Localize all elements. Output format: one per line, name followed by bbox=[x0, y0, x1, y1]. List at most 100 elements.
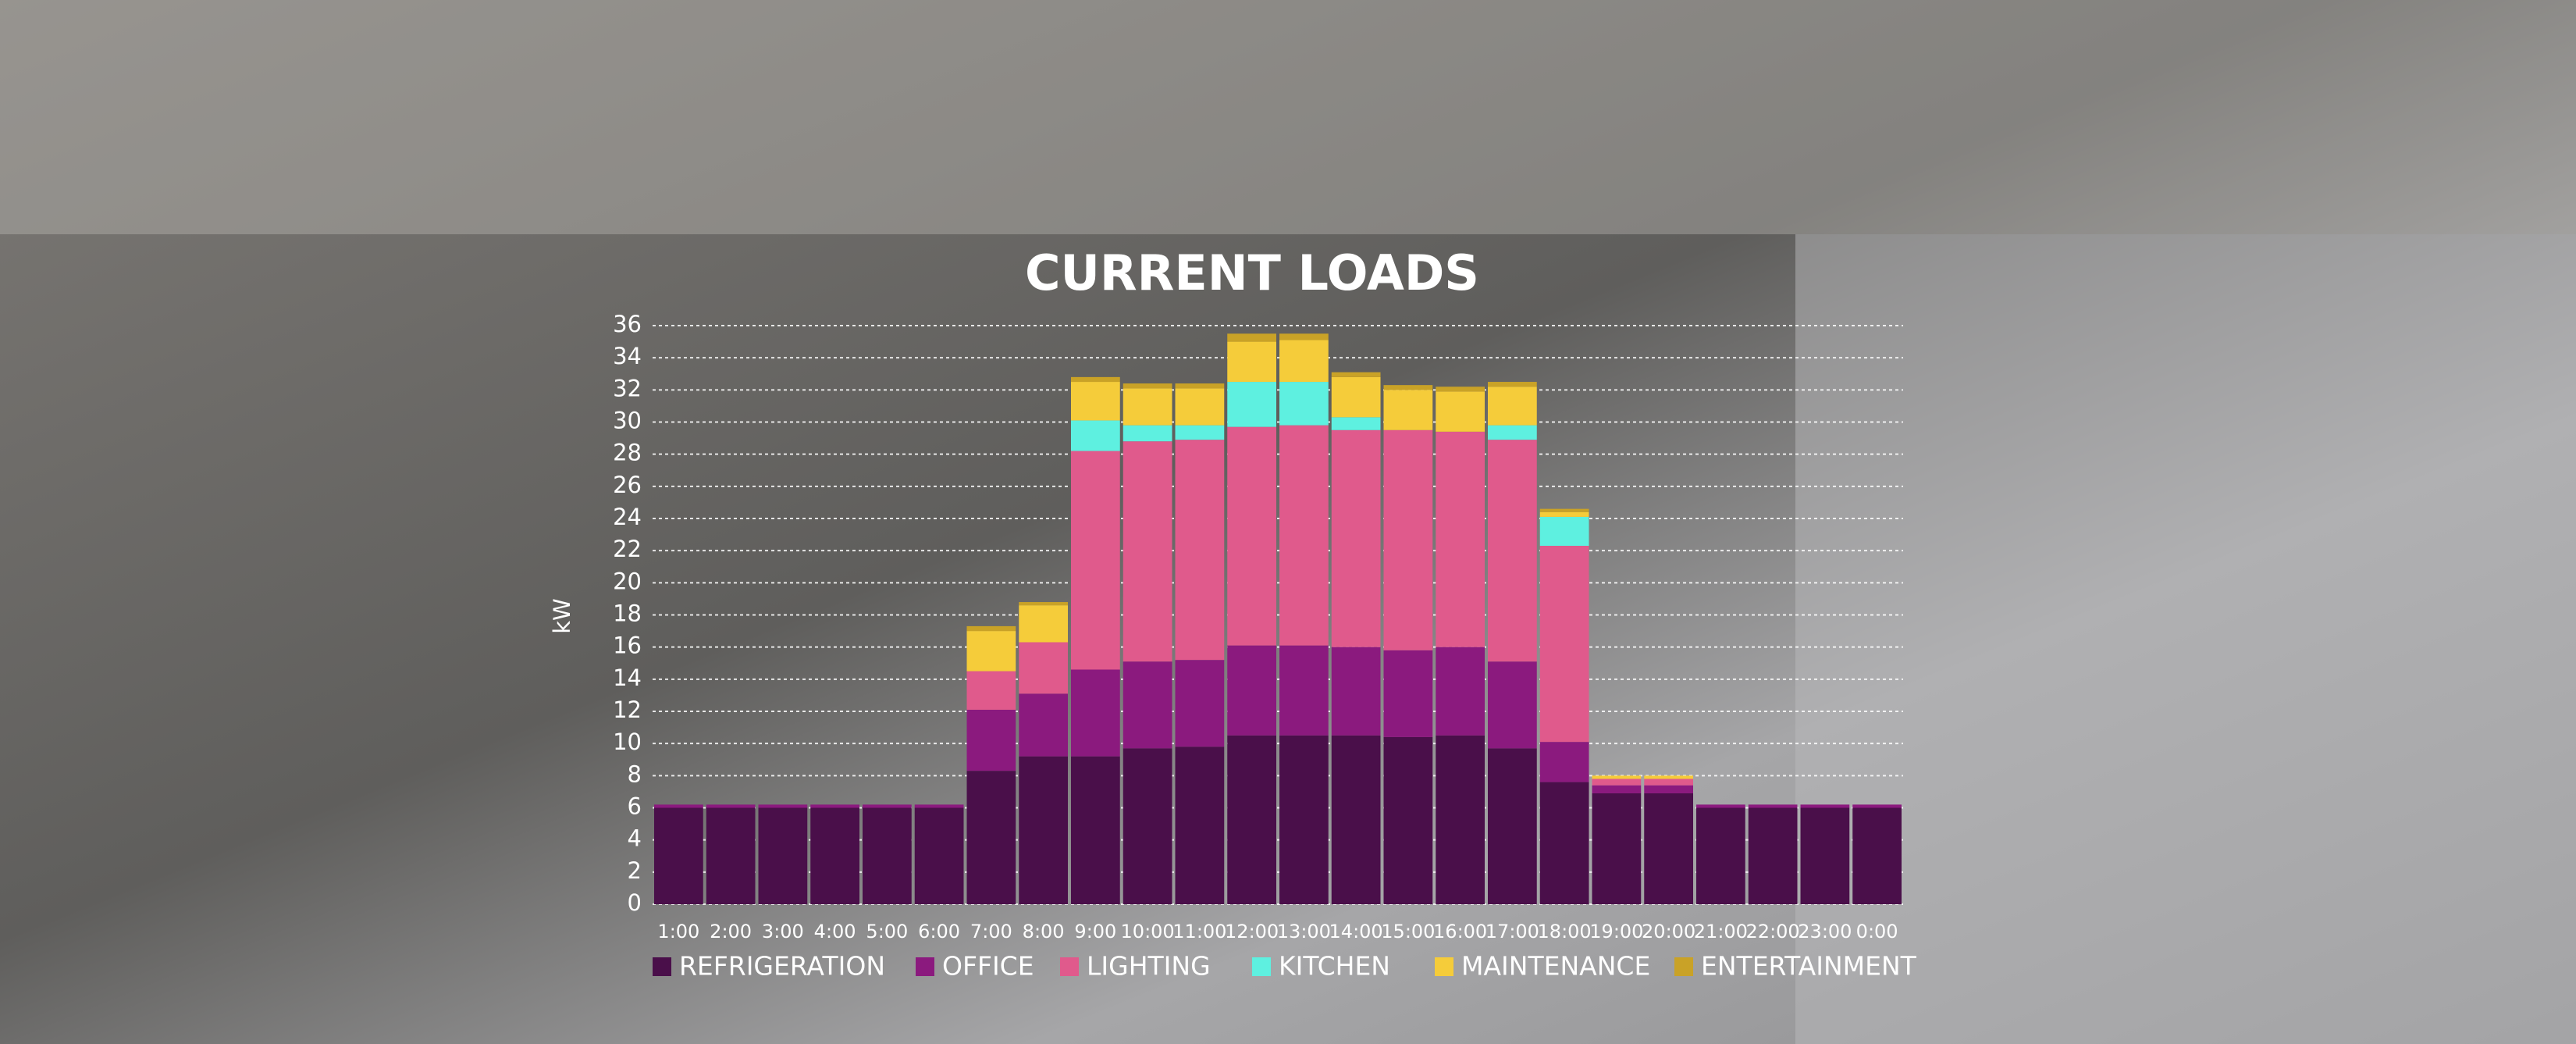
bar-segment bbox=[810, 804, 859, 808]
y-tick-label: 36 bbox=[613, 311, 642, 337]
bar-segment bbox=[1436, 647, 1485, 736]
legend-swatch bbox=[1674, 957, 1693, 976]
bar-segment bbox=[1019, 693, 1068, 757]
bar-segment bbox=[1175, 746, 1225, 904]
x-tick-label: 1:00 bbox=[657, 921, 699, 942]
bar-segment bbox=[810, 807, 859, 904]
bar-segment bbox=[966, 709, 1016, 771]
bar-segment bbox=[1123, 748, 1172, 904]
bar-segment bbox=[758, 807, 808, 904]
bar-segment bbox=[914, 807, 964, 904]
bar-segment bbox=[1539, 511, 1589, 517]
y-tick-label: 6 bbox=[628, 793, 642, 820]
bar-segment bbox=[1331, 376, 1381, 418]
bar-segment bbox=[654, 804, 703, 808]
y-tick-label: 22 bbox=[613, 536, 642, 562]
bar-segment bbox=[1436, 735, 1485, 904]
x-tick-label: 6:00 bbox=[918, 921, 960, 942]
y-tick-label: 8 bbox=[628, 761, 642, 787]
bar-segment bbox=[1800, 807, 1850, 904]
bar-segment bbox=[1436, 391, 1485, 432]
x-tick-label: 22:00 bbox=[1746, 921, 1800, 942]
bar-segment bbox=[1488, 661, 1537, 749]
wall bbox=[1795, 234, 2576, 1044]
bar-segment bbox=[1331, 735, 1381, 904]
bar-segment bbox=[1436, 387, 1485, 392]
bar-segment bbox=[1279, 382, 1329, 426]
bar-segment bbox=[1748, 807, 1798, 904]
bar-segment bbox=[1019, 642, 1068, 694]
bar-segment bbox=[654, 807, 703, 904]
bar-segment bbox=[1383, 429, 1433, 650]
bar-segment bbox=[1227, 333, 1276, 342]
bar-segment bbox=[1331, 647, 1381, 736]
bar-segment bbox=[1123, 425, 1172, 442]
bar-segment bbox=[1227, 382, 1276, 427]
y-tick-label: 12 bbox=[613, 697, 642, 723]
bar-segment bbox=[1071, 420, 1120, 451]
y-tick-label: 2 bbox=[628, 857, 642, 884]
legend-label: LIGHTING bbox=[1087, 951, 1211, 982]
y-tick-label: 4 bbox=[628, 825, 642, 852]
y-axis-label: kW bbox=[549, 598, 575, 633]
bar-segment bbox=[1488, 382, 1537, 387]
y-tick-label: 10 bbox=[613, 729, 642, 755]
legend-label: REFRIGERATION bbox=[679, 951, 885, 982]
bar-segment bbox=[1175, 440, 1225, 661]
bar-segment bbox=[1488, 425, 1537, 440]
x-tick-label: 12:00 bbox=[1225, 921, 1279, 942]
bar-segment bbox=[863, 807, 912, 904]
x-tick-label: 18:00 bbox=[1538, 921, 1592, 942]
bar-segment bbox=[1123, 388, 1172, 426]
legend-swatch bbox=[1252, 957, 1271, 976]
x-tick-label: 10:00 bbox=[1121, 921, 1175, 942]
bar-segment bbox=[1227, 426, 1276, 646]
y-tick-label: 0 bbox=[628, 889, 642, 916]
legend-swatch bbox=[1435, 957, 1453, 976]
bar-segment bbox=[758, 804, 808, 808]
bar-segment bbox=[1696, 804, 1745, 808]
y-tick-label: 14 bbox=[613, 665, 642, 691]
bar-segment bbox=[914, 804, 964, 808]
bar-segment bbox=[1488, 440, 1537, 662]
y-tick-label: 30 bbox=[613, 408, 642, 434]
bar-segment bbox=[1852, 804, 1902, 808]
x-tick-label: 21:00 bbox=[1694, 921, 1748, 942]
bar-segment bbox=[1592, 793, 1642, 904]
y-tick-label: 28 bbox=[613, 440, 642, 466]
chart-title: CURRENT LOADS bbox=[1025, 244, 1479, 301]
bar-segment bbox=[1175, 388, 1225, 426]
x-tick-label: 16:00 bbox=[1433, 921, 1487, 942]
bar-segment bbox=[1800, 804, 1850, 808]
x-tick-label: 3:00 bbox=[762, 921, 804, 942]
bar-segment bbox=[966, 631, 1016, 672]
bar-segment bbox=[1175, 425, 1225, 440]
legend-swatch bbox=[653, 957, 671, 976]
bar-segment bbox=[1331, 417, 1381, 430]
bar-segment bbox=[1592, 785, 1642, 793]
bar-segment bbox=[966, 671, 1016, 710]
x-tick-label: 8:00 bbox=[1023, 921, 1065, 942]
x-tick-label: 23:00 bbox=[1798, 921, 1852, 942]
x-tick-label: 20:00 bbox=[1642, 921, 1695, 942]
bar-segment bbox=[1644, 775, 1693, 779]
legend-label: MAINTENANCE bbox=[1461, 951, 1650, 982]
x-tick-label: 4:00 bbox=[814, 921, 856, 942]
bar-segment bbox=[1123, 383, 1172, 389]
bar-segment bbox=[1227, 645, 1276, 736]
bar-segment bbox=[1539, 508, 1589, 512]
legend-label: ENTERTAINMENT bbox=[1701, 951, 1917, 982]
bar-segment bbox=[1019, 602, 1068, 606]
bar-segment bbox=[1019, 756, 1068, 904]
bar-segment bbox=[1696, 807, 1745, 904]
x-tick-label: 14:00 bbox=[1329, 921, 1383, 942]
bar-segment bbox=[1488, 387, 1537, 426]
bar-segment bbox=[1279, 333, 1329, 340]
bar-segment bbox=[1123, 661, 1172, 749]
y-tick-label: 18 bbox=[613, 600, 642, 627]
x-tick-label: 2:00 bbox=[710, 921, 752, 942]
bar-segment bbox=[1383, 390, 1433, 430]
bar-segment bbox=[1279, 340, 1329, 383]
